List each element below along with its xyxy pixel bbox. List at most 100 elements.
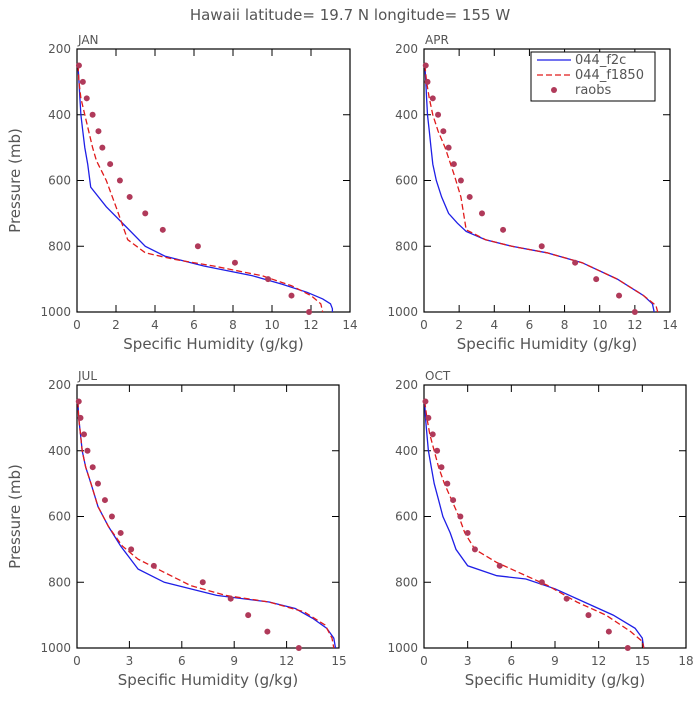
raobs-point [231,259,238,266]
raobs-point [150,562,157,569]
y-tick-label: 400 [48,108,71,122]
y-tick-label: 400 [395,444,418,458]
raobs-point [425,414,432,421]
x-tick-label: 0 [420,654,428,668]
raobs-point [563,595,570,602]
y-tick-label: 600 [395,510,418,524]
panel-label: OCT [425,369,451,383]
legend-label: raobs [575,83,612,98]
legend-label: 044_f2c [575,53,626,68]
x-tick-label: 6 [508,654,516,668]
series-line-f1850 [424,65,659,313]
raobs-point [440,128,447,135]
raobs-point [457,177,464,184]
raobs-point [593,276,600,283]
raobs-point [306,309,313,315]
raobs-point [117,529,124,536]
raobs-point [80,431,87,438]
y-tick-label: 200 [395,42,418,56]
raobs-point [435,111,442,118]
series-line-f2c [424,65,655,313]
raobs-point [194,243,201,250]
x-tick-label: 8 [561,318,569,332]
raobs-point [631,309,638,315]
raobs-point [422,398,429,405]
panel-label: APR [425,33,449,47]
figure-title: Hawaii latitude= 19.7 N longitude= 155 W [190,6,510,24]
y-tick-label: 200 [48,42,71,56]
y-tick-label: 200 [395,378,418,392]
x-tick-label: 6 [190,318,198,332]
series-line-f1850 [77,65,324,313]
raobs-point [199,579,206,586]
y-axis-label: Pressure (mb) [6,464,24,569]
x-tick-label: 15 [635,654,650,668]
raobs-point [108,513,115,520]
x-tick-label: 2 [455,318,463,332]
raobs-point [478,210,485,217]
x-axis-label: Specific Humidity (g/kg) [118,671,298,689]
y-tick-label: 600 [395,174,418,188]
raobs-point [450,161,457,168]
raobs-point [572,259,579,266]
x-tick-label: 3 [464,654,472,668]
y-tick-label: 1000 [40,305,71,319]
x-axis-label: Specific Humidity (g/kg) [457,335,637,353]
y-tick-label: 800 [48,239,71,253]
raobs-point [84,447,91,454]
x-tick-label: 9 [551,654,559,668]
x-tick-label: 6 [178,654,186,668]
x-axis-label: Specific Humidity (g/kg) [123,335,303,353]
raobs-point [585,612,592,619]
raobs-point [107,161,114,168]
x-tick-label: 0 [73,318,81,332]
raobs-point [265,276,272,283]
y-tick-label: 200 [48,378,71,392]
panel-label: JAN [77,33,99,47]
raobs-point [464,529,471,536]
raobs-point [95,128,102,135]
x-tick-label: 12 [279,654,294,668]
raobs-point [94,480,101,487]
y-tick-label: 800 [395,239,418,253]
series-line-f1850 [424,401,645,649]
raobs-point [538,243,545,250]
raobs-point [288,292,295,299]
x-tick-label: 10 [592,318,607,332]
raobs-point [429,95,436,102]
y-axis-label: Pressure (mb) [6,128,24,233]
raobs-point [500,226,507,233]
legend-label: 044_f1850 [575,68,644,83]
raobs-point [101,497,108,504]
raobs-point [128,546,135,553]
y-tick-label: 800 [48,575,71,589]
x-tick-label: 6 [526,318,534,332]
raobs-point [450,497,457,504]
x-tick-label: 12 [303,318,318,332]
raobs-point [295,645,302,651]
raobs-point [424,78,431,85]
raobs-point [126,193,133,200]
raobs-point [422,62,429,69]
y-tick-label: 1000 [387,305,418,319]
raobs-point [227,595,234,602]
legend-swatch-raobs [551,87,557,93]
x-tick-label: 4 [151,318,159,332]
raobs-point [438,464,445,471]
y-tick-label: 1000 [387,641,418,655]
raobs-point [496,562,503,569]
plot-frame [76,384,340,649]
raobs-point [457,513,464,520]
y-tick-label: 600 [48,174,71,188]
raobs-point [264,628,271,635]
y-tick-label: 400 [395,108,418,122]
x-tick-label: 12 [591,654,606,668]
raobs-point [605,628,612,635]
raobs-point [99,144,106,151]
y-tick-label: 800 [395,575,418,589]
raobs-point [159,226,166,233]
raobs-point [75,398,82,405]
raobs-point [89,111,96,118]
